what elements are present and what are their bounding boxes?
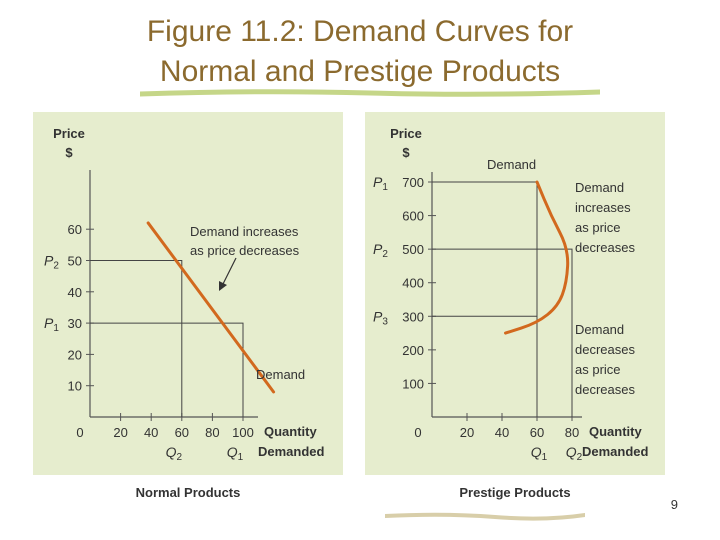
prestige-x-tick-label-4: 80 (565, 425, 579, 440)
prestige-series-label: Demand (487, 157, 536, 172)
normal-guide-0 (90, 322, 244, 417)
normal-annotation-arrow (221, 257, 237, 287)
normal-y-label-line1: Price (53, 126, 85, 141)
prestige-panel (365, 112, 665, 475)
prestige-y-tick-label-3: 400 (402, 276, 424, 291)
prestige-demand-curve (504, 180, 570, 335)
prestige-annotation-0-line-0: Demand (575, 180, 624, 195)
prestige-annotation-1-line-2: as price (575, 362, 621, 377)
normal-y-tick-label-1: 20 (68, 347, 82, 362)
normal-demand-curve (146, 221, 276, 394)
normal-x-tick-label-5: 100 (232, 425, 254, 440)
page-number: 9 (670, 497, 678, 512)
normal-y-tick-label-5: 60 (68, 222, 82, 237)
normal-y-label-line2: $ (65, 145, 73, 160)
prestige-annotation-0-line-2: as price (575, 220, 621, 235)
normal-annotation-line1: Demand increases (190, 224, 299, 239)
normal-x-tick-label-2: 40 (144, 425, 158, 440)
prestige-y-tick-label-0: 100 (402, 376, 424, 391)
title-underline-stroke (140, 89, 600, 97)
normal-guide-1 (90, 260, 183, 417)
prestige-y-tick-label-6: 700 (402, 175, 424, 190)
prestige-annotation-1-line-0: Demand (575, 322, 624, 337)
normal-x-tick-label-0: 0 (76, 425, 83, 440)
prestige-y-tick-label-2: 300 (402, 309, 424, 324)
normal-y-tick-label-2: 30 (68, 316, 82, 331)
prestige-y-tick-label-1: 200 (402, 343, 424, 358)
slide-title-line2: Normal and Prestige Products (159, 55, 561, 88)
normal-x-label-line1: Quantity (264, 424, 317, 439)
prestige-x-label-line1: Quantity (589, 424, 642, 439)
normal-y-tick-label-0: 10 (68, 379, 82, 394)
prestige-y-label-line2: $ (402, 145, 410, 160)
prestige-price-marker-p3: P3 (373, 308, 388, 327)
normal-series-label: Demand (256, 367, 305, 382)
prestige-caption: Prestige Products (459, 485, 570, 500)
normal-y-tick-label-3: 40 (68, 285, 82, 300)
bottom-accent-stroke (385, 512, 585, 521)
prestige-x-tick-label-1: 20 (460, 425, 474, 440)
prestige-guide-1 (432, 248, 573, 417)
prestige-x-label-line2: Demanded (582, 444, 649, 459)
normal-qty-marker-q2: Q2 (166, 444, 183, 463)
prestige-qty-marker-q2: Q2 (566, 444, 583, 463)
slide-title: Figure 11.2: Demand Curves for Normal an… (0, 12, 720, 92)
normal-annotation-line2: as price decreases (190, 243, 300, 258)
prestige-guide-2 (432, 315, 538, 417)
prestige-annotation-1-line-1: decreases (575, 342, 635, 357)
normal-qty-marker-q1: Q1 (227, 444, 244, 463)
normal-price-marker-p2: P2 (44, 253, 59, 272)
normal-y-tick-label-4: 50 (68, 254, 82, 269)
prestige-annotation-1-line-3: decreases (575, 382, 635, 397)
normal-x-label-line2: Demanded (258, 444, 325, 459)
prestige-y-tick-label-4: 500 (402, 242, 424, 257)
prestige-x-tick-label-2: 40 (495, 425, 509, 440)
normal-panel (33, 112, 343, 475)
prestige-x-tick-label-3: 60 (530, 425, 544, 440)
prestige-y-label-line1: Price (390, 126, 422, 141)
prestige-annotation-0-line-1: increases (575, 200, 631, 215)
slide-title-line1: Figure 11.2: Demand Curves for (146, 15, 574, 48)
prestige-y-tick-label-5: 600 (402, 209, 424, 224)
normal-caption: Normal Products (136, 485, 241, 500)
prestige-price-marker-p2: P2 (373, 241, 388, 260)
normal-x-tick-label-1: 20 (113, 425, 127, 440)
normal-x-tick-label-4: 80 (205, 425, 219, 440)
normal-annotation-arrowhead (219, 281, 227, 291)
prestige-price-marker-p1: P1 (373, 174, 388, 193)
prestige-annotation-0-line-3: decreases (575, 240, 635, 255)
normal-price-marker-p1: P1 (44, 315, 59, 334)
normal-x-tick-label-3: 60 (175, 425, 189, 440)
prestige-qty-marker-q1: Q1 (531, 444, 548, 463)
prestige-x-tick-label-0: 0 (414, 425, 421, 440)
